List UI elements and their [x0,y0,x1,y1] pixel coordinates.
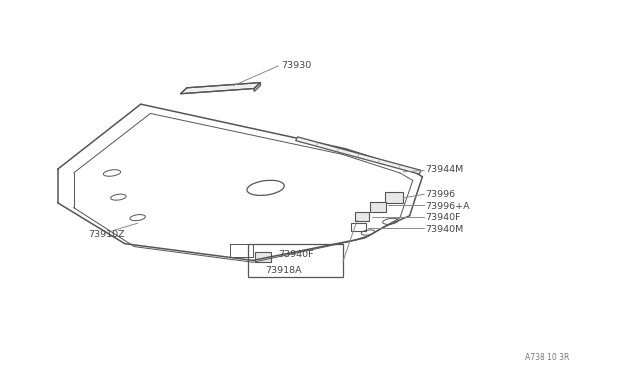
Polygon shape [296,137,421,174]
Bar [255,252,271,262]
Text: 73940F: 73940F [278,250,314,259]
Text: 73996: 73996 [426,190,456,199]
Polygon shape [254,83,260,92]
Text: 73910Z: 73910Z [88,230,125,239]
Text: 73940M: 73940M [426,225,464,234]
Bar [248,244,343,277]
Text: 73996+A: 73996+A [426,202,470,211]
Text: 73940F: 73940F [426,213,461,222]
Text: 73918A: 73918A [266,266,302,275]
Text: 73930: 73930 [282,61,312,70]
Bar [355,212,369,221]
Text: 73944M: 73944M [426,165,464,174]
Polygon shape [180,83,260,94]
Bar [370,202,386,212]
Bar [385,192,403,203]
Text: A738 10 3R: A738 10 3R [525,353,569,362]
